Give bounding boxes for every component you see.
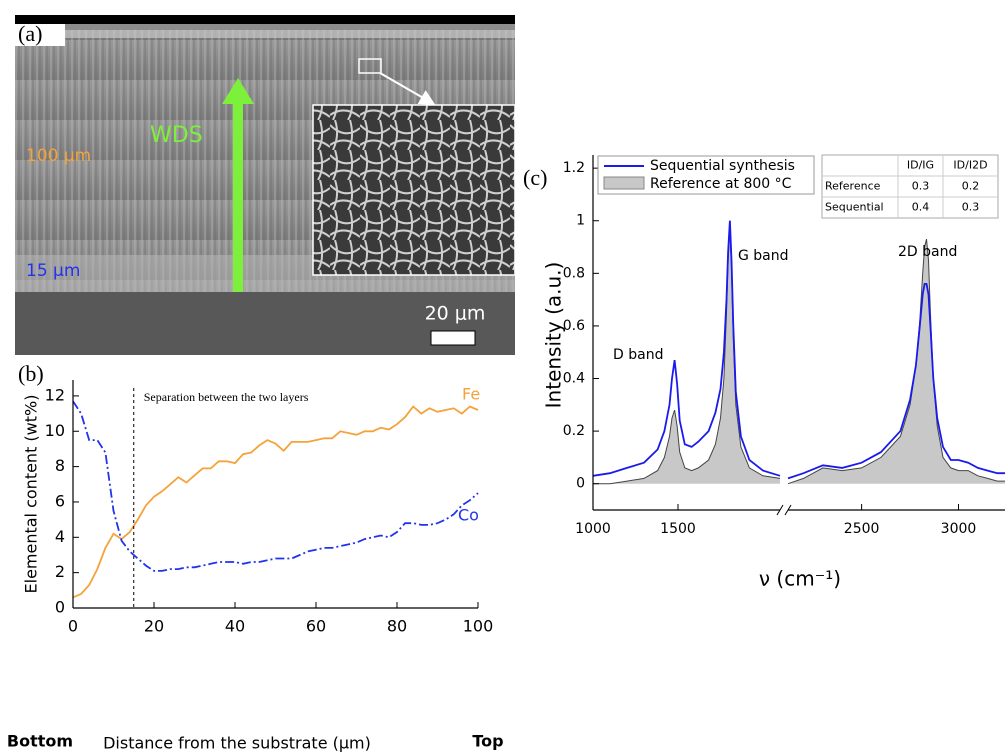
- x-tick-label: 60: [306, 617, 326, 636]
- line: [592, 220, 1005, 480]
- table-cell: 0.4: [912, 201, 930, 214]
- annotation: 2D band: [898, 244, 957, 260]
- table-row-label: Sequential: [825, 201, 884, 214]
- sem-image: (a) WDS 100 μm 15 μm 20 μm: [15, 15, 516, 355]
- y-axis-label: Elemental content (wt%): [22, 395, 41, 594]
- table-header: ID/I2D: [953, 159, 987, 172]
- x-tick-label: 20: [144, 617, 164, 636]
- panel-label: (b): [18, 361, 44, 386]
- scale-bar-label: 20 μm: [425, 303, 486, 325]
- table-cell: 0.3: [912, 180, 930, 193]
- inset-pointer: [379, 72, 436, 105]
- line: [72, 405, 479, 599]
- label-bg: [15, 24, 65, 46]
- y-tick-label: 0: [55, 598, 65, 617]
- layer-label: 15 μm: [26, 261, 80, 281]
- end-label: Bottom: [7, 732, 73, 751]
- y-tick-label: 0.2: [563, 423, 585, 439]
- layer-label: 100 μm: [26, 146, 91, 166]
- y-tick-label: 2: [55, 562, 65, 581]
- y-tick-label: 1.2: [563, 160, 585, 176]
- series-label: Co: [458, 506, 479, 525]
- legend-swatch: [603, 176, 645, 190]
- inset: [312, 104, 516, 276]
- y-tick-label: 0: [576, 476, 585, 492]
- legend-label: Reference at 800 °C: [650, 176, 792, 192]
- y-tick-label: 0.8: [563, 265, 585, 281]
- y-tick-label: 4: [55, 527, 65, 546]
- series-label: Fe: [462, 385, 480, 404]
- axis-break: [780, 480, 788, 520]
- y-tick-label: 1: [576, 213, 585, 229]
- annotation: D band: [613, 347, 663, 363]
- inset-region: [358, 58, 382, 74]
- wds-arrowhead: [222, 78, 254, 104]
- legend-label: Sequential synthesis: [650, 158, 795, 174]
- end-label: Top: [472, 732, 503, 751]
- y-tick-label: 8: [55, 456, 65, 475]
- x-tick-label: 1500: [660, 521, 696, 537]
- y-tick-label: 6: [55, 491, 65, 510]
- break-mark: [784, 504, 792, 516]
- x-axis-label: Distance from the substrate (μm): [103, 734, 371, 753]
- x-tick-label: 100: [463, 617, 494, 636]
- x-axis-label: ν (cm⁻¹): [759, 567, 841, 591]
- x-tick-label: 2500: [844, 521, 880, 537]
- y-tick-label: 10: [45, 421, 65, 440]
- y-axis-label: Intensity (a.u.): [542, 262, 566, 409]
- y-tick-label: 0.4: [563, 371, 585, 387]
- scale-bar: [430, 330, 476, 346]
- annotation: Separation between the two layers: [144, 390, 309, 404]
- table-header: ID/IG: [907, 159, 934, 172]
- table-row-label: Reference: [825, 180, 881, 193]
- table: [821, 154, 999, 219]
- x-tick-label: 40: [225, 617, 245, 636]
- forest-top: [15, 24, 515, 38]
- panel-label: (c): [523, 165, 547, 190]
- y-tick-label: 0.6: [563, 318, 585, 334]
- line: [72, 400, 479, 572]
- arrow-label: WDS: [150, 123, 203, 148]
- panel-label: (a): [18, 21, 42, 46]
- x-tick-label: 1000: [575, 521, 611, 537]
- x-tick-label: 0: [68, 617, 78, 636]
- x-tick-label: 3000: [941, 521, 977, 537]
- area: [593, 228, 1005, 484]
- break-mark: [776, 504, 784, 516]
- table-cell: 0.3: [962, 201, 980, 214]
- table-cell: 0.2: [962, 180, 980, 193]
- x-tick-label: 80: [387, 617, 407, 636]
- y-tick-label: 12: [45, 385, 65, 404]
- annotation: G band: [738, 248, 789, 264]
